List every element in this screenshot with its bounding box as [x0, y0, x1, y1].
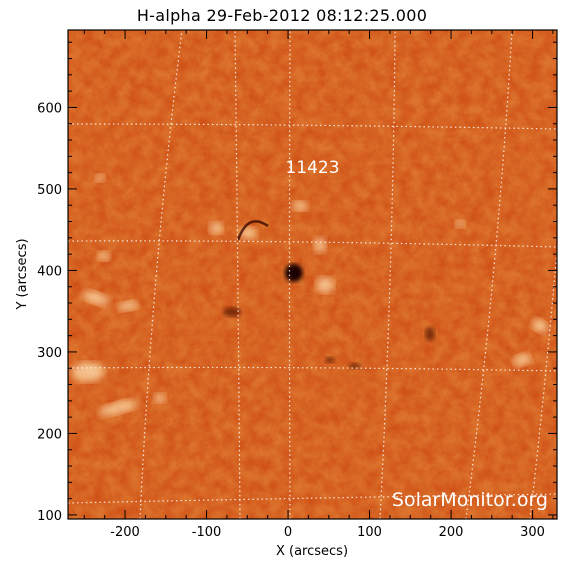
x-tick-label: -100 [192, 525, 222, 540]
heliographic-grid [68, 30, 557, 519]
latitude-line [68, 493, 557, 504]
loop-arc [236, 220, 269, 241]
chromosphere-specks [68, 30, 557, 519]
active-region-label: 11423 [285, 158, 339, 178]
x-tick-label: 200 [439, 525, 464, 540]
longitude-line [139, 30, 183, 519]
x-tick-label: 0 [284, 525, 292, 540]
x-tick-label: -200 [110, 525, 140, 540]
plage [98, 251, 110, 261]
plage [154, 393, 166, 403]
filament [425, 327, 435, 341]
dark-filaments [223, 263, 435, 369]
x-tick-label: 300 [520, 525, 545, 540]
plage [72, 362, 104, 382]
filament [349, 363, 361, 369]
x-axis-title: X (arcsecs) [276, 544, 348, 559]
filament [223, 307, 241, 317]
plage [316, 277, 334, 293]
y-tick-label: 100 [37, 509, 62, 524]
plage [82, 290, 110, 306]
filament [325, 357, 335, 363]
x-axis: -200 -100 0 100 200 300 [83, 30, 554, 540]
plage-regions [72, 174, 549, 416]
y-axis: 100 200 300 400 500 600 [37, 41, 557, 524]
plage [292, 201, 308, 211]
longitude-line [379, 30, 396, 519]
y-tick-label: 400 [37, 264, 62, 279]
y-tick-label: 500 [37, 183, 62, 198]
solarmonitor-watermark: SolarMonitor.org [392, 489, 548, 511]
longitude-line [234, 30, 241, 519]
y-axis-title: Y (arcsecs) [15, 238, 30, 310]
halpha-image [68, 30, 557, 519]
plage [95, 174, 105, 182]
plage [314, 237, 326, 253]
plage [531, 319, 549, 333]
longitude-line [465, 30, 513, 519]
longitude-line [529, 249, 557, 519]
y-tick-label: 600 [37, 101, 62, 116]
latitude-line [68, 240, 557, 248]
latitude-line [68, 123, 557, 130]
x-tick-label: 100 [357, 525, 382, 540]
image-title: H-alpha 29-Feb-2012 08:12:25.000 [136, 6, 428, 25]
plage [455, 220, 465, 228]
plage [513, 353, 531, 367]
plot-frame [67, 29, 558, 520]
y-tick-label: 300 [37, 346, 62, 361]
plage [98, 400, 138, 416]
longitude-line [288, 30, 291, 519]
sunspot [284, 263, 303, 282]
plage [209, 222, 223, 234]
plage [118, 300, 138, 312]
latitude-line [68, 366, 557, 372]
y-tick-label: 200 [37, 427, 62, 442]
